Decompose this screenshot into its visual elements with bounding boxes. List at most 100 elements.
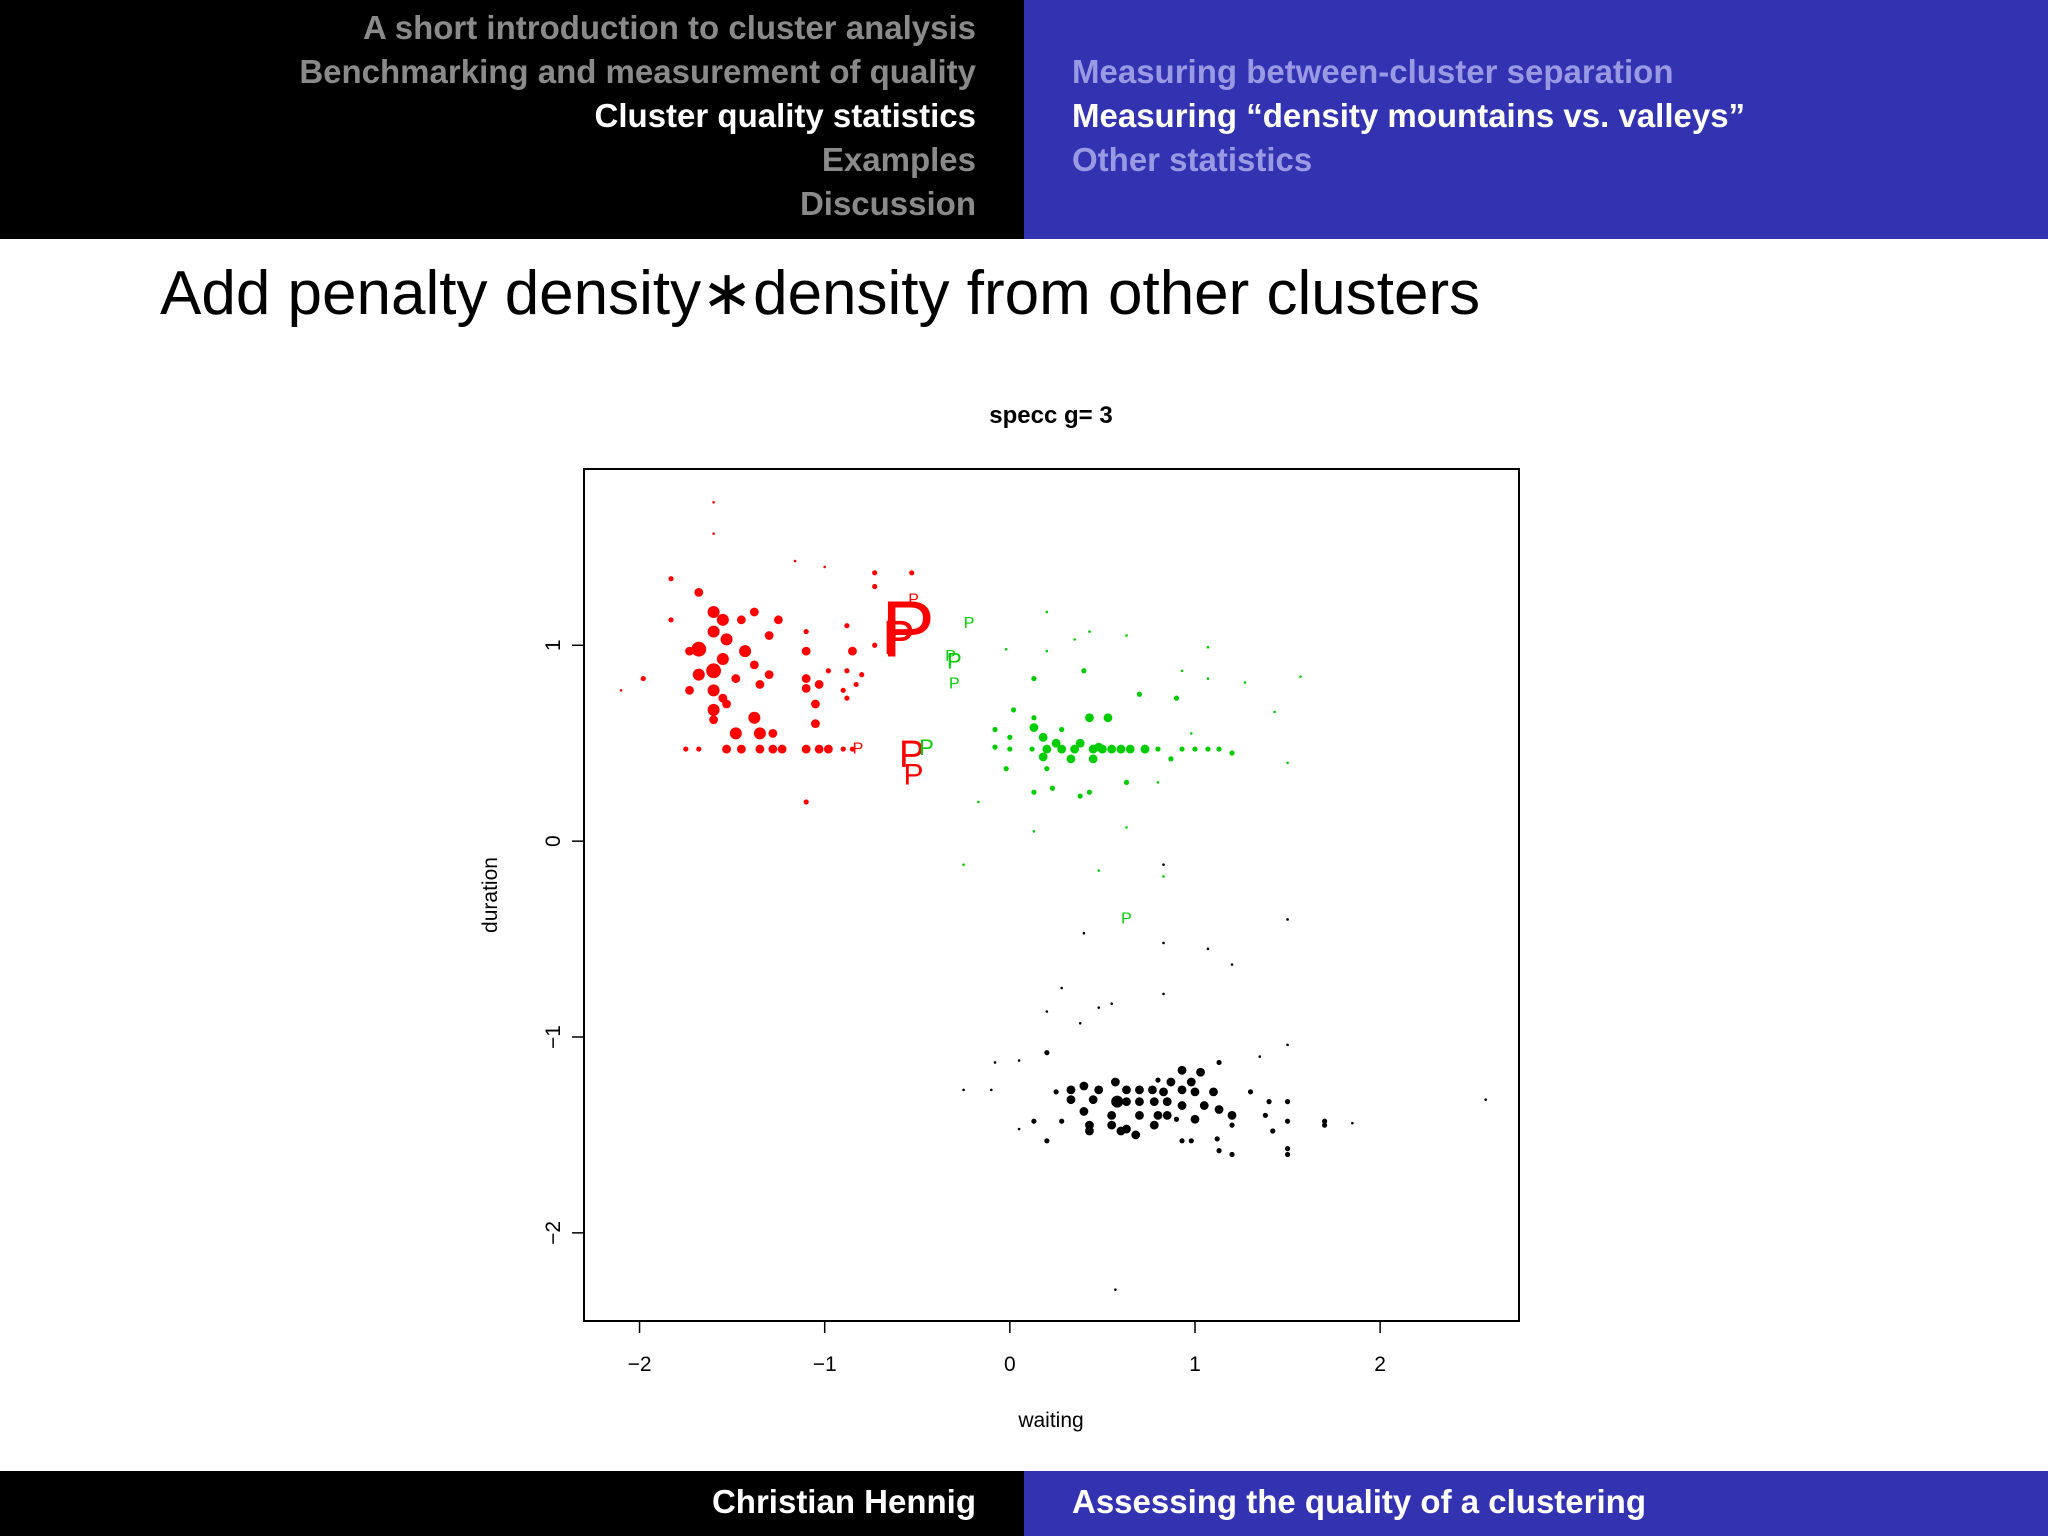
section-nav-item-examples[interactable]: Examples [821, 141, 976, 178]
data-point [1031, 715, 1037, 721]
data-point [1243, 681, 1247, 684]
data-point [977, 800, 980, 804]
subsection-nav: Measuring between-cluster separation Mea… [1072, 50, 1745, 182]
data-point [709, 715, 719, 725]
data-point [777, 744, 787, 754]
data-point [1205, 746, 1211, 752]
data-point [1122, 1097, 1131, 1107]
data-point [1078, 1021, 1082, 1025]
data-point [1162, 992, 1165, 996]
data-point [1085, 713, 1094, 723]
scatter-plot: specc g= 3 −2 −1 0 1 2 −2 −1 0 1 waiting durati… [479, 402, 1520, 1432]
data-point [1038, 732, 1048, 742]
penalty-mark: P [904, 758, 924, 791]
penalty-mark: P [899, 734, 924, 776]
x-tick-label: 2 [1374, 1353, 1386, 1376]
penalty-mark: P [947, 649, 962, 674]
section-nav-item-discussion[interactable]: Discussion [799, 185, 976, 222]
data-point [1286, 918, 1289, 921]
data-point [825, 668, 831, 674]
section-nav: A short introduction to cluster analysis… [299, 6, 976, 226]
subsection-nav-item-separation[interactable]: Measuring between-cluster separation [1072, 53, 1674, 90]
penalty-mark: P [883, 612, 915, 665]
data-point [685, 646, 694, 656]
data-point [872, 583, 878, 590]
data-point [755, 680, 765, 689]
subsection-nav-item-other[interactable]: Other statistics [1072, 141, 1313, 178]
data-point [1114, 1288, 1117, 1291]
data-point [1073, 638, 1076, 641]
data-point [1088, 630, 1091, 633]
data-point [1031, 675, 1037, 682]
data-point [1262, 1112, 1268, 1118]
data-point [1270, 1128, 1276, 1134]
data-point [1053, 1089, 1059, 1095]
header-sections-panel: A short introduction to cluster analysis… [0, 0, 1024, 239]
data-point [1166, 1077, 1176, 1087]
data-point [1216, 1059, 1222, 1066]
data-point [803, 799, 809, 805]
data-point [1214, 1136, 1220, 1142]
data-point [801, 646, 811, 656]
data-point [1230, 963, 1234, 966]
data-point [823, 565, 826, 569]
data-point [716, 613, 729, 626]
subsection-nav-item-density[interactable]: Measuring “density mountains vs. valleys… [1072, 97, 1746, 134]
data-point [1186, 1077, 1196, 1087]
data-point [1162, 941, 1165, 945]
data-point [1229, 1151, 1235, 1158]
data-point [1107, 744, 1117, 754]
penalty-mark: P [1121, 911, 1132, 928]
x-tick-label: 1 [1189, 1353, 1201, 1376]
data-point [1136, 691, 1143, 697]
data-point [1149, 1120, 1159, 1130]
data-point [1085, 1126, 1094, 1136]
data-point [1038, 752, 1048, 762]
data-point [768, 744, 778, 754]
penalty-mark: P [881, 585, 934, 674]
data-point [1066, 1095, 1076, 1105]
data-point [1258, 1055, 1262, 1058]
data-point [823, 744, 833, 754]
data-point [890, 632, 896, 639]
data-point [707, 625, 720, 638]
x-tick-label: −2 [628, 1353, 652, 1376]
data-point [814, 744, 824, 754]
footer-author: Christian Hennig [711, 1483, 976, 1520]
data-point [1116, 744, 1126, 754]
data-point [683, 746, 689, 752]
data-point [1180, 669, 1184, 673]
data-point [801, 674, 811, 683]
data-point [748, 711, 761, 724]
data-point [712, 500, 715, 504]
data-point [1088, 744, 1098, 754]
data-point [1135, 1085, 1144, 1095]
data-point [753, 727, 766, 740]
data-point [1081, 668, 1087, 674]
section-nav-item-benchmarking[interactable]: Benchmarking and measurement of quality [299, 53, 976, 90]
footer-title-panel: Assessing the quality of a clustering [1024, 1471, 2048, 1536]
data-point [1044, 1050, 1050, 1056]
data-point [1153, 1110, 1163, 1120]
data-point [707, 605, 720, 618]
section-nav-item-intro[interactable]: A short introduction to cluster analysis [362, 9, 976, 46]
data-point [814, 680, 824, 689]
data-point [696, 746, 702, 752]
penalty-mark: P [908, 591, 919, 608]
data-point [1206, 645, 1210, 649]
data-point [1266, 1099, 1272, 1105]
data-point [729, 727, 742, 740]
data-point [640, 675, 646, 682]
section-nav-item-quality-statistics[interactable]: Cluster quality statistics [594, 97, 976, 134]
data-point [1075, 738, 1085, 748]
data-point [1051, 738, 1061, 748]
data-point [1086, 789, 1093, 795]
data-point [1209, 1087, 1218, 1097]
data-point [848, 646, 857, 656]
data-point [1107, 1110, 1117, 1120]
y-axis-label: duration [479, 857, 502, 933]
data-point [1003, 766, 1009, 772]
x-axis-label: waiting [1017, 1409, 1083, 1432]
data-point [1031, 789, 1037, 795]
